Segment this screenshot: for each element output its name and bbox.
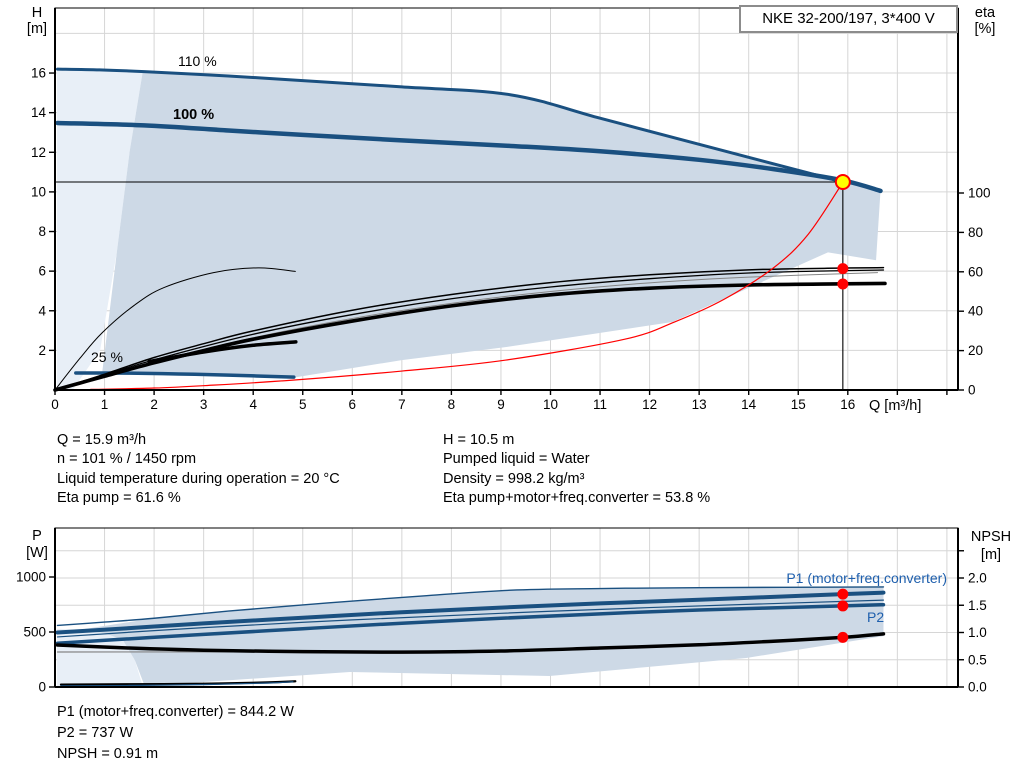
eta-curve-25: [147, 340, 298, 364]
p2-curve-label: P2: [867, 609, 884, 625]
eta-pump-marker: [837, 263, 849, 275]
y-tick-label: 1000: [16, 570, 46, 585]
y-left-axis-title: H: [32, 5, 42, 21]
y-right-axis-title: NPSH: [971, 529, 1011, 545]
x-tick-label: 6: [349, 397, 357, 412]
pump-title-box: NKE 32-200/197, 3*400 V: [739, 5, 958, 33]
x-tick-label: 12: [642, 397, 657, 412]
y-tick-label: 100: [968, 186, 991, 201]
allowed-region-light: [56, 69, 143, 390]
x-tick-label: 8: [448, 397, 456, 412]
y-tick-label: 40: [968, 304, 983, 319]
eta-curve-lowspeed: [54, 267, 296, 391]
x-tick-label: 13: [692, 397, 707, 412]
y-tick-label: 6: [38, 264, 46, 279]
y-tick-label: 1.0: [968, 625, 987, 640]
info-line-liquid: Pumped liquid = Water: [443, 451, 590, 468]
x-tick-label: 7: [398, 397, 406, 412]
p1-curve-100: [55, 590, 886, 635]
p2-curve-100: [55, 602, 886, 645]
npsh-duty-marker: [837, 631, 849, 643]
operating-envelope: [79, 586, 884, 687]
pump-curve-100: [55, 120, 883, 194]
x-axis-title: Q [m³/h]: [869, 398, 921, 414]
duty-info-left: Q = 15.9 m³/h n = 101 % / 1450 rpm Liqui…: [57, 431, 340, 509]
info-line-q: Q = 15.9 m³/h: [57, 432, 147, 448]
pump-curve-110: [55, 67, 845, 184]
y-tick-label: 0: [38, 680, 46, 695]
y-left-axis-unit: [W]: [26, 545, 48, 561]
eta-total-marker: [837, 278, 849, 290]
speed-label-110: 110 %: [178, 53, 217, 69]
x-tick-label: 5: [299, 397, 307, 412]
x-tick-label: 1: [101, 397, 109, 412]
p1-curve-25: [60, 681, 294, 687]
info-line-p2: P2 = 737 W: [57, 724, 134, 741]
eta-curve-pump: [54, 266, 885, 391]
y-tick-label: 10: [31, 184, 46, 199]
y-tick-label: 2.0: [968, 571, 987, 586]
x-tick-label: 15: [791, 397, 806, 412]
x-tick-label: 4: [249, 397, 257, 412]
y-right-axis-title: eta: [975, 5, 996, 21]
y-tick-label: 500: [23, 625, 46, 640]
npsh-curve-100: [55, 632, 886, 654]
y-tick-label: 0: [968, 383, 976, 398]
x-tick-label: 0: [51, 397, 59, 412]
info-line-speed: n = 101 % / 1450 rpm: [57, 451, 197, 468]
y-tick-label: 14: [31, 105, 47, 120]
y-tick-label: 0.0: [968, 680, 987, 695]
y-tick-label: 1.5: [968, 598, 987, 613]
operating-envelope: [102, 72, 881, 378]
duty-info-right: H = 10.5 m Pumped liquid = Water Density…: [443, 431, 710, 509]
info-line-p1: P1 (motor+freq.converter) = 844.2 W: [57, 704, 294, 720]
x-tick-label: 16: [840, 397, 855, 412]
info-line-eta-pump: Eta pump = 61.6 %: [57, 490, 181, 507]
y-tick-label: 16: [31, 66, 46, 81]
x-tick-label: 3: [200, 397, 208, 412]
y-tick-label: 20: [968, 343, 983, 358]
y-left-axis-unit: [m]: [27, 21, 47, 37]
y-tick-label: 0.5: [968, 652, 987, 667]
y-left-axis-title: P: [32, 528, 42, 544]
y-tick-label: 8: [38, 224, 46, 239]
info-line-temperature: Liquid temperature during operation = 20…: [57, 470, 340, 487]
p1-curve-110: [56, 586, 885, 627]
info-line-npsh: NPSH = 0.91 m: [57, 745, 159, 762]
p2-duty-marker: [837, 600, 849, 612]
y-tick-label: 80: [968, 225, 983, 240]
y-tick-label: 12: [31, 145, 46, 160]
y-right-axis-unit: [m]: [981, 547, 1001, 563]
y-tick-label: 4: [38, 303, 46, 318]
power-info-block: P1 (motor+freq.converter) = 844.2 W P2 =…: [57, 702, 294, 764]
x-tick-label: 2: [150, 397, 158, 412]
x-tick-label: 11: [593, 397, 607, 412]
x-tick-label: 14: [741, 397, 757, 412]
x-tick-label: 9: [497, 397, 505, 412]
x-tick-label: 10: [543, 397, 558, 412]
duty-point-marker: [834, 173, 851, 190]
info-line-eta-total: Eta pump+motor+freq.converter = 53.8 %: [443, 490, 711, 507]
info-line-density: Density = 998.2 kg/m³: [443, 470, 585, 487]
info-line-h: H = 10.5 m: [443, 432, 515, 448]
y-tick-label: 60: [968, 264, 983, 279]
pump-title: NKE 32-200/197, 3*400 V: [762, 10, 935, 27]
p1-duty-marker: [837, 588, 849, 600]
y-tick-label: 2: [38, 343, 46, 358]
speed-label-25: 25 %: [91, 349, 123, 365]
eta-duty-red-curve: [90, 181, 844, 391]
p1-companion-thin: [56, 599, 885, 638]
speed-label-100: 100 %: [173, 107, 214, 123]
p1-curve-label: P1 (motor+freq.converter): [786, 570, 947, 586]
y-right-axis-unit: [%]: [975, 21, 996, 37]
